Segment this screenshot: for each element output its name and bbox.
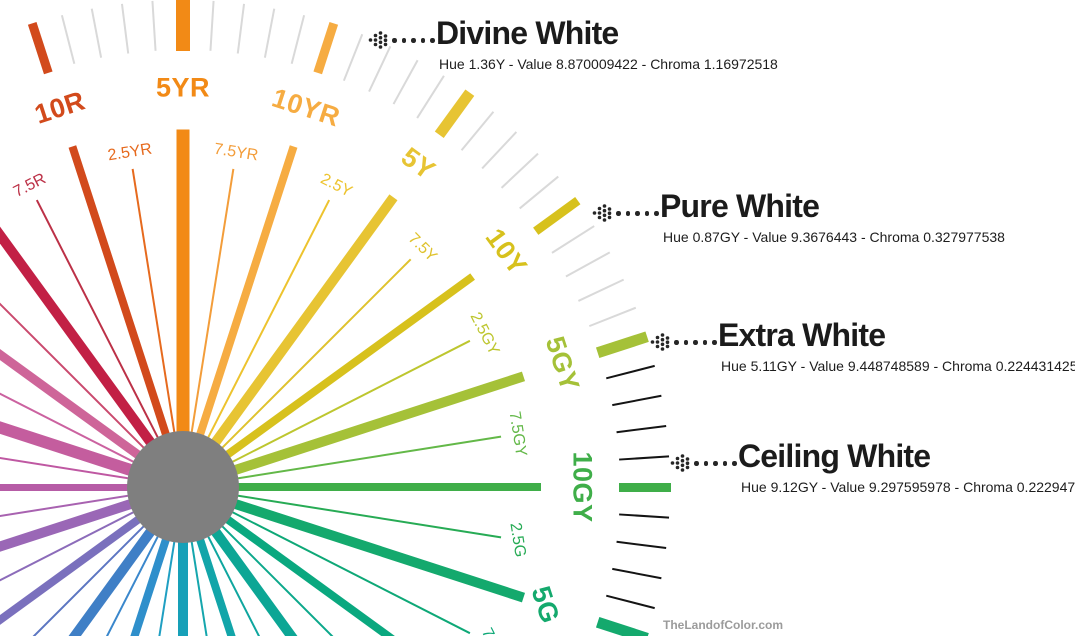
- tick-gray: [290, 15, 306, 64]
- hue-label-7.5R: 7.5R: [10, 170, 49, 201]
- callout-title: Pure White: [660, 188, 820, 224]
- tick-gray: [416, 75, 445, 119]
- tick-gray: [588, 306, 637, 328]
- hue-label-10Y: 10Y: [479, 223, 533, 282]
- dot-arrow-left-icon: [650, 332, 672, 357]
- tick-black: [612, 567, 662, 580]
- hue-label-5GY: 5GY: [540, 332, 586, 395]
- tick-gray: [120, 3, 130, 54]
- hue-outer-marker-10R: [27, 21, 53, 74]
- wheel-center-circle: [127, 431, 239, 543]
- dotted-leader-line: [674, 340, 717, 345]
- callout-divine-white: Divine White Hue 1.36Y - Value 8.8700094…: [368, 13, 778, 72]
- callout-extra-white: Extra White Hue 5.11GY - Value 9.4487485…: [650, 315, 1075, 374]
- hue-outer-marker-10YR: [313, 21, 339, 74]
- tick-gray: [551, 225, 595, 254]
- hue-label-2.5GY: 2.5GY: [466, 309, 503, 358]
- dot-arrow-left-icon: [670, 453, 692, 478]
- tick-gray: [500, 152, 539, 189]
- hue-label-10YR: 10YR: [268, 82, 345, 133]
- tick-black: [619, 513, 670, 519]
- hue-label-10R: 10R: [30, 84, 89, 130]
- tick-gray: [565, 251, 611, 278]
- tick-black: [612, 394, 662, 407]
- callout-munsell-values: Hue 0.87GY - Value 9.3676443 - Chroma 0.…: [663, 229, 1005, 245]
- hue-label-5YR: 5YR: [155, 72, 211, 103]
- dotted-leader-line: [694, 461, 737, 466]
- callout-munsell-values: Hue 9.12GY - Value 9.297595978 - Chroma …: [741, 479, 1075, 495]
- callout-munsell-values: Hue 1.36Y - Value 8.870009422 - Chroma 1…: [439, 56, 778, 72]
- hue-outer-marker-10GY: [619, 482, 671, 492]
- dot-arrow-left-icon: [368, 30, 390, 55]
- tick-black: [616, 424, 667, 434]
- hue-label-5Y: 5Y: [395, 141, 441, 186]
- tick-gray: [481, 131, 518, 170]
- callout-title: Ceiling White: [738, 438, 931, 474]
- hue-spoke-5YR: [176, 129, 190, 439]
- hue-spoke-10P: [0, 483, 135, 491]
- callout-munsell-values: Hue 5.11GY - Value 9.448748589 - Chroma …: [721, 358, 1075, 374]
- tick-black: [606, 594, 655, 610]
- hue-outer-marker-5GY: [595, 330, 649, 358]
- hue-outer-marker-10Y: [533, 196, 581, 235]
- tick-black: [606, 364, 655, 380]
- hue-label-10GY: 10GY: [567, 451, 598, 523]
- tick-gray: [519, 175, 559, 210]
- hue-outer-marker-5YR: [176, 0, 190, 51]
- hue-label-2.5G: 2.5G: [506, 521, 529, 559]
- hue-label-7.5G: 7.5G: [477, 625, 509, 636]
- callout-title: Extra White: [718, 317, 886, 353]
- hue-label-7.5YR: 7.5YR: [212, 140, 260, 165]
- hue-label-2.5Y: 2.5Y: [318, 170, 356, 201]
- tick-black: [619, 455, 670, 461]
- hue-outer-marker-5Y: [434, 88, 475, 138]
- watermark-site-credit: TheLandofColor.com: [663, 618, 783, 632]
- hue-label-7.5GY: 7.5GY: [505, 410, 530, 458]
- hue-spoke-10GY: [231, 483, 541, 491]
- tick-gray: [236, 3, 246, 54]
- hue-label-5G: 5G: [525, 582, 566, 627]
- hue-label-2.5YR: 2.5YR: [106, 140, 154, 165]
- hue-spoke-2.5R: [0, 258, 150, 454]
- tick-gray: [151, 0, 157, 51]
- tick-gray: [60, 15, 76, 64]
- hue-outer-marker-5G: [595, 616, 649, 636]
- tick-gray: [209, 0, 215, 51]
- tick-gray: [577, 278, 625, 302]
- dotted-leader-line: [392, 38, 435, 43]
- hue-spoke-5B: [178, 535, 188, 636]
- tick-gray: [342, 33, 364, 82]
- tick-black: [616, 540, 667, 550]
- callout-title: Divine White: [436, 15, 619, 51]
- callout-pure-white: Pure White Hue 0.87GY - Value 9.3676443 …: [592, 186, 1005, 245]
- tick-gray: [460, 111, 495, 151]
- dot-arrow-left-icon: [592, 203, 614, 228]
- tick-gray: [263, 8, 276, 58]
- tick-gray: [90, 8, 103, 58]
- callout-ceiling-white: Ceiling White Hue 9.12GY - Value 9.29759…: [670, 436, 1075, 495]
- dotted-leader-line: [616, 211, 659, 216]
